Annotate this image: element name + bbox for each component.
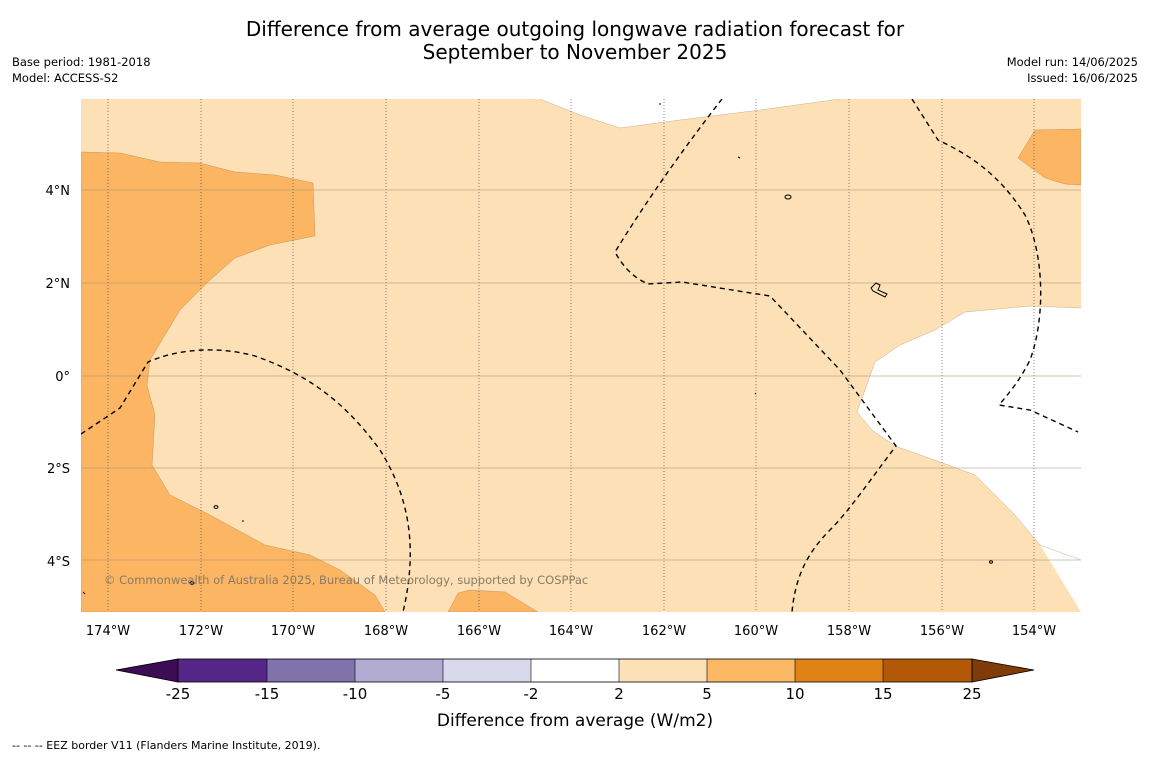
map-area: © Commonwealth of Australia 2025, Bureau… <box>81 99 1081 612</box>
colorbar-segment <box>178 659 267 682</box>
colorbar-extend-low <box>115 658 179 683</box>
colorbar-tick: -10 <box>343 685 368 703</box>
lat-label: 2°N <box>46 277 71 292</box>
eez-legend-note: -- -- -- EEZ border V11 (Flanders Marine… <box>12 739 321 752</box>
model-info: Base period: 1981-2018 Model: ACCESS-S2 <box>12 54 151 86</box>
islands <box>82 103 993 595</box>
model-run-text: Model run: 14/06/2025 <box>1006 55 1138 69</box>
map-title: Difference from average outgoing longwav… <box>0 18 1150 64</box>
white-region-top <box>540 99 840 128</box>
model-text: Model: ACCESS-S2 <box>12 71 119 85</box>
lon-label: 164°W <box>549 624 593 639</box>
colorbar-segment <box>443 659 531 682</box>
colorbar-tick: 25 <box>962 685 981 703</box>
base-period-text: Base period: 1981-2018 <box>12 55 151 69</box>
lon-label: 162°W <box>642 624 686 639</box>
colorbar-tick: 5 <box>702 685 712 703</box>
colorbar-tick: -2 <box>524 685 539 703</box>
lon-label: 154°W <box>1012 624 1056 639</box>
colorbar-tick: -5 <box>436 685 451 703</box>
colorbar-segment <box>355 659 443 682</box>
latitude-gridlines <box>81 189 1081 561</box>
lon-label: 172°W <box>179 624 223 639</box>
colorbar-segment <box>707 659 795 682</box>
colorbar-tick: 15 <box>873 685 892 703</box>
colorbar-segment <box>531 659 619 682</box>
colorbar-ticks: -25 -15 -10 -5 -2 2 5 10 15 25 <box>166 685 982 703</box>
lon-label: 174°W <box>86 624 130 639</box>
issued-text: Issued: 16/06/2025 <box>1027 71 1138 85</box>
colorbar-title: Difference from average (W/m2) <box>437 711 713 731</box>
colorbar-segment <box>795 659 883 682</box>
lat-label: 4°N <box>46 184 71 199</box>
orange-region-northeast <box>1017 128 1081 186</box>
lon-label: 170°W <box>271 624 315 639</box>
title-line-1: Difference from average outgoing longwav… <box>245 17 905 41</box>
colorbar-tick: -15 <box>255 685 280 703</box>
eez-borders <box>81 99 1079 612</box>
title-line-2: September to November 2025 <box>422 40 728 64</box>
lon-label: 158°W <box>827 624 871 639</box>
longitude-labels: 174°W 172°W 170°W 168°W 166°W 164°W 162°… <box>86 624 1056 639</box>
lat-label: 4°S <box>47 555 70 570</box>
latitude-labels: 4°N 2°N 0° 2°S 4°S <box>46 184 71 570</box>
colorbar-tick: 10 <box>785 685 804 703</box>
lon-label: 160°W <box>734 624 778 639</box>
run-info: Model run: 14/06/2025 Issued: 16/06/2025 <box>1007 54 1138 86</box>
copyright-text: © Commonwealth of Australia 2025, Bureau… <box>104 573 588 587</box>
colorbar-tick: -25 <box>166 685 191 703</box>
colorbar-tick: 2 <box>614 685 624 703</box>
orange-region-west <box>81 151 386 612</box>
colorbar-segment <box>619 659 707 682</box>
lon-label: 168°W <box>364 624 408 639</box>
orange-region-south <box>447 589 539 612</box>
lon-label: 156°W <box>920 624 964 639</box>
colorbar-extend-high <box>971 658 1035 683</box>
lat-label: 0° <box>55 370 70 385</box>
colorbar-segment <box>883 659 972 682</box>
lon-label: 166°W <box>457 624 501 639</box>
white-region-east <box>857 306 1081 612</box>
colorbar-segment <box>267 659 355 682</box>
lat-label: 2°S <box>47 462 70 477</box>
colorbar: -25 -15 -10 -5 -2 2 5 10 15 25 Differenc… <box>115 658 1035 731</box>
